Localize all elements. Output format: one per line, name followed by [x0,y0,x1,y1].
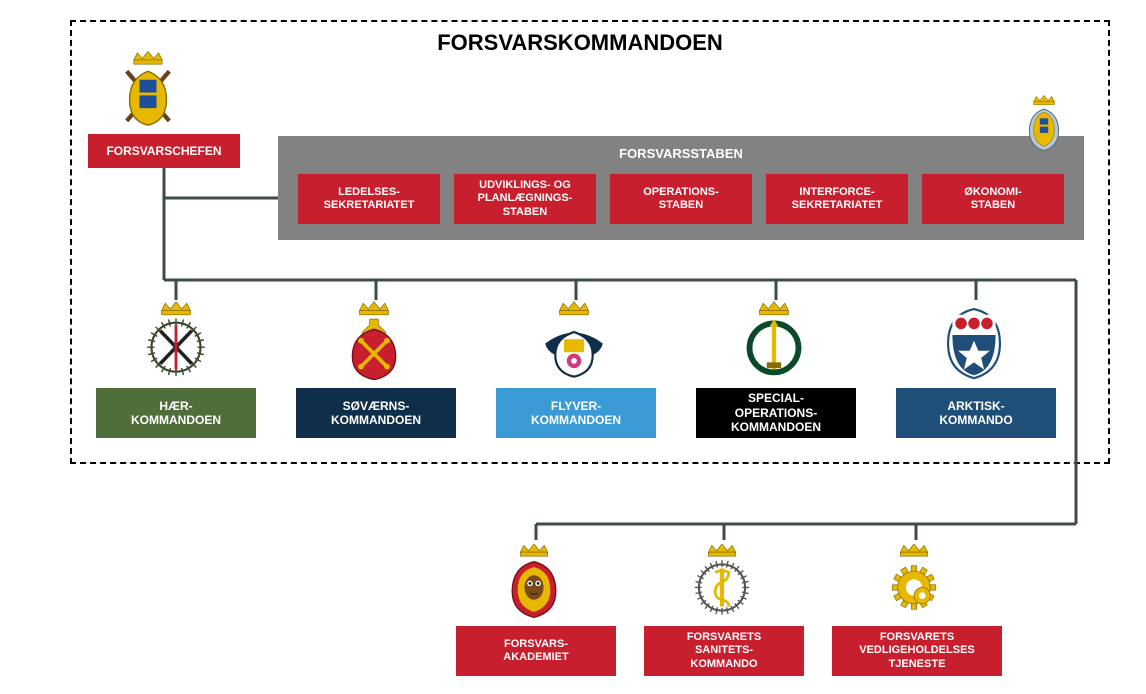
staff-item-1: UDVIKLINGS- OG PLANLÆGNINGS- STABEN [454,174,596,224]
staff-item-0: LEDELSES- SEKRETARIATET [298,174,440,224]
bottom-emblem-0 [500,540,568,620]
bottom-emblem-1 [688,540,756,620]
staff-item-4: ØKONOMI- STABEN [922,174,1064,224]
bottom-box-1: FORSVARETS SANITETS- KOMMANDO [644,626,804,676]
command-emblem-1 [338,300,410,380]
staff-item-3: INTERFORCE- SEKRETARIATET [766,174,908,224]
bottom-box-0: FORSVARS- AKADEMIET [456,626,616,676]
command-box-0: HÆR- KOMMANDOEN [96,388,256,438]
command-box-3: SPECIAL- OPERATIONS- KOMMANDOEN [696,388,856,438]
command-emblem-0 [140,300,212,380]
bottom-emblem-2 [880,540,948,620]
staff-item-2: OPERATIONS- STABEN [610,174,752,224]
command-box-1: SØVÆRNS- KOMMANDOEN [296,388,456,438]
bottom-box-2: FORSVARETS VEDLIGEHOLDELSES TJENESTE [832,626,1002,676]
command-box-2: FLYVER- KOMMANDOEN [496,388,656,438]
command-emblem-3 [738,300,810,380]
command-emblem-2 [538,300,610,380]
diagram-title: FORSVARSKOMMANDOEN [380,30,780,56]
command-box-4: ARKTISK- KOMMANDO [896,388,1056,438]
staff-emblem [1018,90,1070,156]
chief-box: FORSVARSCHEFEN [88,134,240,168]
command-emblem-4 [938,300,1010,380]
chief-emblem [112,50,184,128]
staff-header-label: FORSVARSSTABEN [278,146,1084,161]
